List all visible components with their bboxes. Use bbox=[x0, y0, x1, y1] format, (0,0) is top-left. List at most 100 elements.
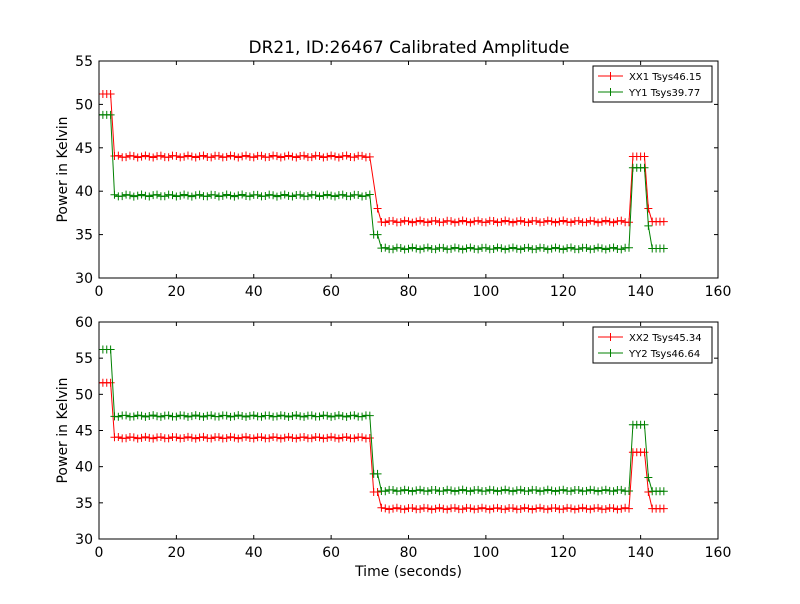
data-point bbox=[265, 153, 274, 162]
data-point bbox=[481, 243, 490, 252]
data-point bbox=[303, 192, 312, 201]
data-point bbox=[288, 433, 297, 442]
data-point bbox=[334, 191, 343, 200]
data-point bbox=[319, 153, 328, 162]
x-tick-label: 140 bbox=[627, 284, 654, 300]
data-point bbox=[160, 192, 169, 201]
data-point bbox=[261, 192, 270, 201]
data-point bbox=[327, 151, 336, 160]
data-point bbox=[265, 411, 274, 420]
data-point bbox=[330, 192, 339, 201]
data-point bbox=[559, 505, 568, 514]
data-point bbox=[481, 487, 490, 496]
data-point bbox=[640, 420, 649, 429]
data-point bbox=[470, 505, 479, 514]
data-point bbox=[423, 487, 432, 496]
data-point bbox=[373, 230, 382, 239]
data-point bbox=[350, 153, 359, 162]
data-point bbox=[191, 411, 200, 420]
data-point bbox=[644, 221, 653, 230]
data-point bbox=[601, 505, 610, 514]
x-tick-label: 160 bbox=[705, 284, 732, 300]
data-point bbox=[133, 191, 142, 200]
data-point bbox=[203, 192, 212, 201]
data-point bbox=[327, 432, 336, 441]
data-point bbox=[408, 503, 417, 512]
data-point bbox=[659, 244, 668, 253]
x-tick-label: 0 bbox=[95, 284, 104, 300]
legend-marker bbox=[606, 333, 615, 341]
data-point bbox=[466, 218, 475, 227]
data-point bbox=[288, 192, 297, 201]
data-point bbox=[524, 218, 533, 227]
data-point bbox=[214, 151, 223, 160]
series-1-2 bbox=[99, 110, 668, 254]
data-point bbox=[574, 245, 583, 254]
data-point bbox=[145, 433, 154, 442]
y-tick-label: 40 bbox=[75, 184, 93, 200]
data-point bbox=[122, 190, 131, 199]
data-point bbox=[594, 218, 603, 227]
data-point bbox=[156, 412, 165, 421]
data-point bbox=[466, 243, 475, 252]
data-point bbox=[609, 243, 618, 252]
data-point bbox=[590, 217, 599, 226]
data-point bbox=[129, 412, 138, 421]
data-point bbox=[447, 486, 456, 495]
data-point bbox=[566, 487, 575, 496]
data-point bbox=[164, 411, 173, 420]
data-point bbox=[536, 487, 545, 496]
data-point bbox=[532, 486, 541, 495]
data-point bbox=[501, 485, 510, 494]
data-point bbox=[168, 191, 177, 200]
data-point bbox=[400, 485, 409, 494]
data-point bbox=[640, 163, 649, 172]
data-point bbox=[122, 153, 131, 162]
data-point bbox=[238, 190, 247, 199]
data-point bbox=[323, 152, 332, 161]
data-point bbox=[245, 411, 254, 420]
data-point bbox=[512, 217, 521, 226]
data-point bbox=[211, 190, 220, 199]
data-point bbox=[180, 433, 189, 442]
data-point bbox=[443, 245, 452, 254]
x-axis-label: Time (seconds) bbox=[354, 564, 462, 580]
data-point bbox=[505, 217, 514, 226]
data-point bbox=[137, 433, 146, 442]
data-point bbox=[334, 411, 343, 420]
data-point bbox=[222, 411, 231, 420]
data-point bbox=[431, 504, 440, 513]
data-point bbox=[439, 218, 448, 227]
data-point bbox=[280, 433, 289, 442]
y-axis-label: Power in Kelvin bbox=[55, 377, 71, 483]
data-point bbox=[543, 245, 552, 254]
data-point bbox=[497, 217, 506, 226]
data-point bbox=[423, 218, 432, 227]
x-tick-label: 120 bbox=[550, 284, 577, 300]
data-point bbox=[253, 190, 262, 199]
data-point bbox=[454, 217, 463, 226]
data-point bbox=[601, 216, 610, 225]
data-point bbox=[419, 244, 428, 253]
data-point bbox=[122, 434, 131, 443]
data-point bbox=[373, 204, 382, 213]
data-point bbox=[508, 243, 517, 252]
data-point bbox=[400, 216, 409, 225]
data-point bbox=[594, 243, 603, 252]
data-point bbox=[183, 432, 192, 441]
data-point bbox=[625, 243, 634, 252]
y-tick-label: 40 bbox=[75, 460, 93, 476]
data-point bbox=[242, 412, 251, 421]
data-point bbox=[330, 433, 339, 442]
data-point bbox=[207, 153, 216, 162]
data-point bbox=[644, 204, 653, 213]
y-tick-label: 55 bbox=[75, 54, 93, 70]
data-point bbox=[431, 216, 440, 225]
data-point bbox=[404, 486, 413, 495]
data-point bbox=[338, 190, 347, 199]
data-point bbox=[307, 153, 316, 162]
data-point bbox=[137, 152, 146, 161]
data-point bbox=[133, 434, 142, 443]
data-point bbox=[555, 217, 564, 226]
data-point bbox=[153, 152, 162, 161]
